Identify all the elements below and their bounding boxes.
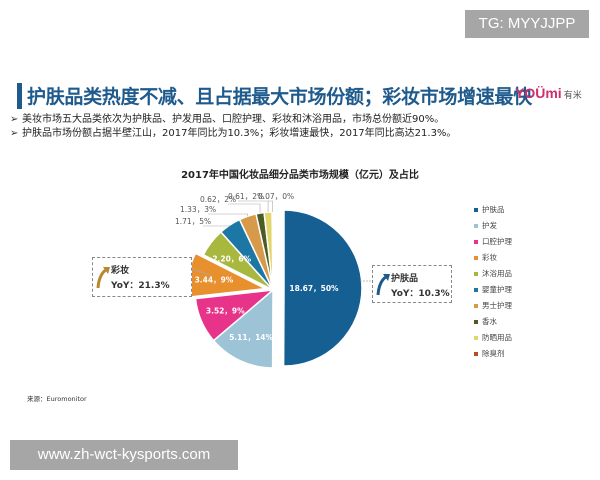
skincare-callout: 护肤品 YoY：10.3% bbox=[372, 265, 452, 303]
legend-swatch bbox=[474, 272, 478, 276]
legend-label: 彩妆 bbox=[482, 253, 497, 262]
slice-data-label: 0.62，2% bbox=[200, 195, 236, 204]
slice-data-label: 1.71，5% bbox=[175, 217, 211, 226]
slice-labels: 18.67，50% 5.11，14% 3.52，9% 3.44，9% 2.20，6% 1.… bbox=[175, 192, 339, 342]
growth-arrow-icon bbox=[376, 274, 390, 296]
legend-item: 护肤品 bbox=[474, 202, 512, 218]
arrow-bullet-icon: ➢ bbox=[10, 128, 19, 139]
legend-label: 除臭剂 bbox=[482, 349, 505, 358]
legend-label: 口腔护理 bbox=[482, 237, 512, 246]
bullet-item: ➢ 护肤品市场份额占据半壁江山，2017年同比为10.3%；彩妆增速最快，2017… bbox=[10, 127, 456, 141]
legend-swatch bbox=[474, 304, 478, 308]
pie-slice-除臭剂 bbox=[271, 211, 274, 291]
legend-swatch bbox=[474, 240, 478, 244]
legend-swatch bbox=[474, 320, 478, 324]
leader-lines bbox=[203, 200, 273, 227]
page-title: 护肤品类热度不减、且占据最大市场份额；彩妆市场增速最快 bbox=[27, 86, 532, 108]
legend-item: 男士护理 bbox=[474, 298, 512, 314]
legend-item: 护发 bbox=[474, 218, 512, 234]
legend-item: 防晒用品 bbox=[474, 330, 512, 346]
legend-swatch bbox=[474, 224, 478, 228]
legend-label: 沐浴用品 bbox=[482, 269, 512, 278]
slice-data-label: 0.07，0% bbox=[258, 192, 294, 201]
callout-label: 彩妆 bbox=[111, 266, 130, 276]
legend-label: 护发 bbox=[482, 221, 497, 230]
title-accent-bar bbox=[17, 83, 22, 109]
slice-data-label: 3.52，9% bbox=[206, 307, 245, 316]
slice-data-label: 2.20，6% bbox=[212, 254, 251, 263]
legend-label: 香水 bbox=[482, 317, 497, 326]
pie-slice-护发 bbox=[212, 288, 274, 369]
pie-slice-护肤品 bbox=[282, 209, 363, 367]
callout-label: 护肤品 bbox=[391, 274, 419, 284]
bullet-item: ➢ 美妆市场五大品类依次为护肤品、护发用品、口腔护理、彩妆和沐浴用品，市场总份额近… bbox=[10, 113, 456, 127]
slice-data-label: 1.33，3% bbox=[180, 205, 216, 214]
slice-data-label: 3.44，9% bbox=[195, 275, 234, 284]
makeup-callout: 彩妆 YoY：21.3% bbox=[92, 257, 192, 297]
legend-swatch bbox=[474, 288, 478, 292]
slice-data-label: 18.67，50% bbox=[289, 284, 339, 293]
arrow-bullet-icon: ➢ bbox=[10, 114, 19, 125]
growth-arrow-icon bbox=[96, 267, 110, 289]
legend-item: 香水 bbox=[474, 314, 512, 330]
legend-item: 除臭剂 bbox=[474, 346, 512, 362]
legend-label: 护肤品 bbox=[482, 205, 505, 214]
legend-item: 口腔护理 bbox=[474, 234, 512, 250]
legend-label: 防晒用品 bbox=[482, 333, 512, 342]
bullet-text: 护肤品市场份额占据半壁江山，2017年同比为10.3%；彩妆增速最快，2017年… bbox=[22, 128, 457, 139]
legend-label: 男士护理 bbox=[482, 301, 512, 310]
slice-data-label: 5.11，14% bbox=[229, 333, 273, 342]
chart-legend: 护肤品护发口腔护理彩妆沐浴用品婴童护理男士护理香水防晒用品除臭剂 bbox=[474, 202, 512, 362]
telegram-badge: TG: MYYJJPP bbox=[465, 10, 589, 38]
bullet-list: ➢ 美妆市场五大品类依次为护肤品、护发用品、口腔护理、彩妆和沐浴用品，市场总份额近… bbox=[10, 113, 456, 141]
pie-slice-口腔护理 bbox=[194, 288, 276, 342]
legend-item: 婴童护理 bbox=[474, 282, 512, 298]
watermark-banner: www.zh-wct-kysports.com bbox=[10, 440, 238, 470]
legend-swatch bbox=[474, 336, 478, 340]
legend-swatch bbox=[474, 208, 478, 212]
callout-yoy: YoY：21.3% bbox=[111, 281, 170, 291]
source-note: 来源：Euromonitor bbox=[27, 395, 87, 403]
pie-slices bbox=[186, 209, 363, 369]
legend-swatch bbox=[474, 352, 478, 356]
logo-cn: 有米 bbox=[563, 90, 582, 100]
legend-swatch bbox=[474, 256, 478, 260]
legend-label: 婴童护理 bbox=[482, 285, 512, 294]
youmi-logo: YOÜmi 有米 bbox=[515, 85, 582, 101]
logo-text: YOÜmi bbox=[515, 85, 562, 101]
legend-item: 彩妆 bbox=[474, 250, 512, 266]
callout-yoy: YoY：10.3% bbox=[391, 289, 450, 299]
chart-title: 2017年中国化妆品细分品类市场规模（亿元）及占比 bbox=[181, 170, 419, 181]
legend-item: 沐浴用品 bbox=[474, 266, 512, 282]
slice-data-label: 0.61，2% bbox=[228, 192, 264, 201]
makeup-connector bbox=[189, 267, 211, 276]
bullet-text: 美妆市场五大品类依次为护肤品、护发用品、口腔护理、彩妆和沐浴用品，市场总份额近9… bbox=[22, 114, 445, 125]
